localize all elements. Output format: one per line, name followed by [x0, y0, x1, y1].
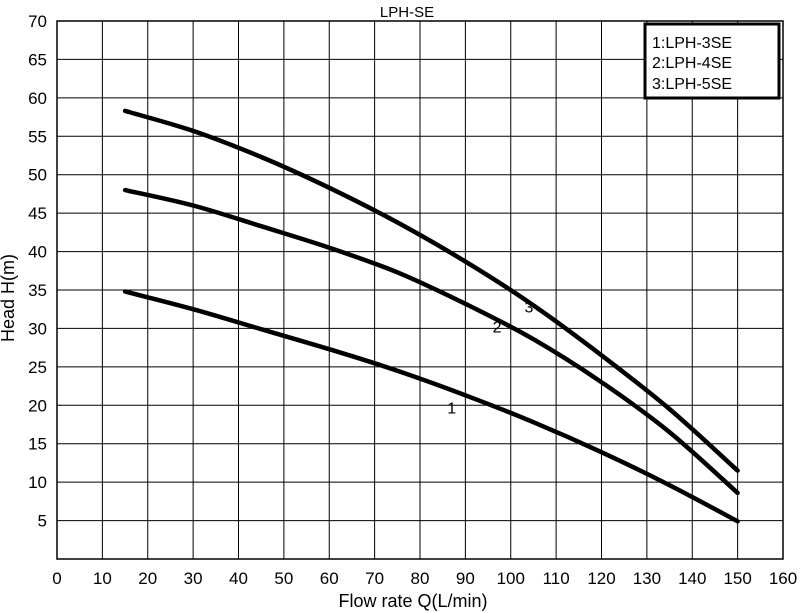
x-tick-label: 40	[229, 569, 248, 588]
x-tick-label: 70	[365, 569, 384, 588]
y-tick-label: 10	[28, 473, 47, 492]
curve-label-1: 1	[447, 401, 456, 418]
y-tick-label: 15	[28, 435, 47, 454]
y-tick-label: 5	[38, 512, 47, 531]
plot-frame	[56, 20, 784, 560]
x-tick-label: 50	[274, 569, 293, 588]
y-tick-label: 55	[28, 127, 47, 146]
curve-3	[122, 108, 740, 473]
y-tick-label: 35	[28, 281, 47, 300]
legend-entry-2: 2:LPH-4SE	[652, 55, 732, 72]
x-axis-title: Flow rate Q(L/min)	[338, 591, 487, 611]
x-tick-label: 80	[411, 569, 430, 588]
curve-label-3: 3	[524, 299, 533, 316]
grid	[56, 20, 784, 559]
x-tick-labels: 0 10 20 30 40 50 60 70 80 90 100 110 120 130 140 150 160	[52, 569, 797, 588]
y-tick-label: 30	[28, 319, 47, 338]
legend-box	[643, 22, 781, 100]
y-tick-label: 50	[28, 166, 47, 185]
x-tick-label: 30	[184, 569, 203, 588]
curves	[122, 108, 740, 524]
x-tick-label: 150	[723, 569, 751, 588]
x-tick-label: 20	[138, 569, 157, 588]
y-tick-label: 20	[28, 396, 47, 415]
curve-annotations: 1 2 3	[447, 299, 533, 417]
curve-label-2: 2	[493, 319, 502, 336]
y-axis-title: Head H(m)	[0, 254, 18, 342]
y-tick-label: 40	[28, 243, 47, 262]
x-tick-label: 0	[52, 569, 61, 588]
curve-1	[122, 289, 740, 524]
legend: 1:LPH-3SE 2:LPH-4SE 3:LPH-5SE	[643, 22, 781, 100]
x-tick-label: 160	[769, 569, 797, 588]
x-tick-label: 10	[93, 569, 112, 588]
x-tick-label: 140	[678, 569, 706, 588]
curve-2	[122, 187, 740, 496]
y-tick-label: 70	[28, 12, 47, 31]
x-tick-label: 100	[497, 569, 525, 588]
x-tick-label: 120	[587, 569, 615, 588]
x-tick-label: 90	[456, 569, 475, 588]
chart-title: LPH-SE	[380, 4, 434, 21]
y-tick-label: 25	[28, 358, 47, 377]
y-tick-labels: 5 10 15 20 25 30 35 40 45 50 55 60 65 70	[28, 12, 47, 531]
legend-entry-3: 3:LPH-5SE	[652, 76, 732, 93]
x-tick-label: 130	[633, 569, 661, 588]
y-tick-label: 60	[28, 89, 47, 108]
x-tick-label: 110	[543, 569, 570, 588]
y-tick-label: 45	[28, 204, 47, 223]
y-tick-label: 65	[28, 50, 47, 69]
x-tick-label: 60	[320, 569, 339, 588]
legend-entry-1: 1:LPH-3SE	[652, 35, 732, 52]
